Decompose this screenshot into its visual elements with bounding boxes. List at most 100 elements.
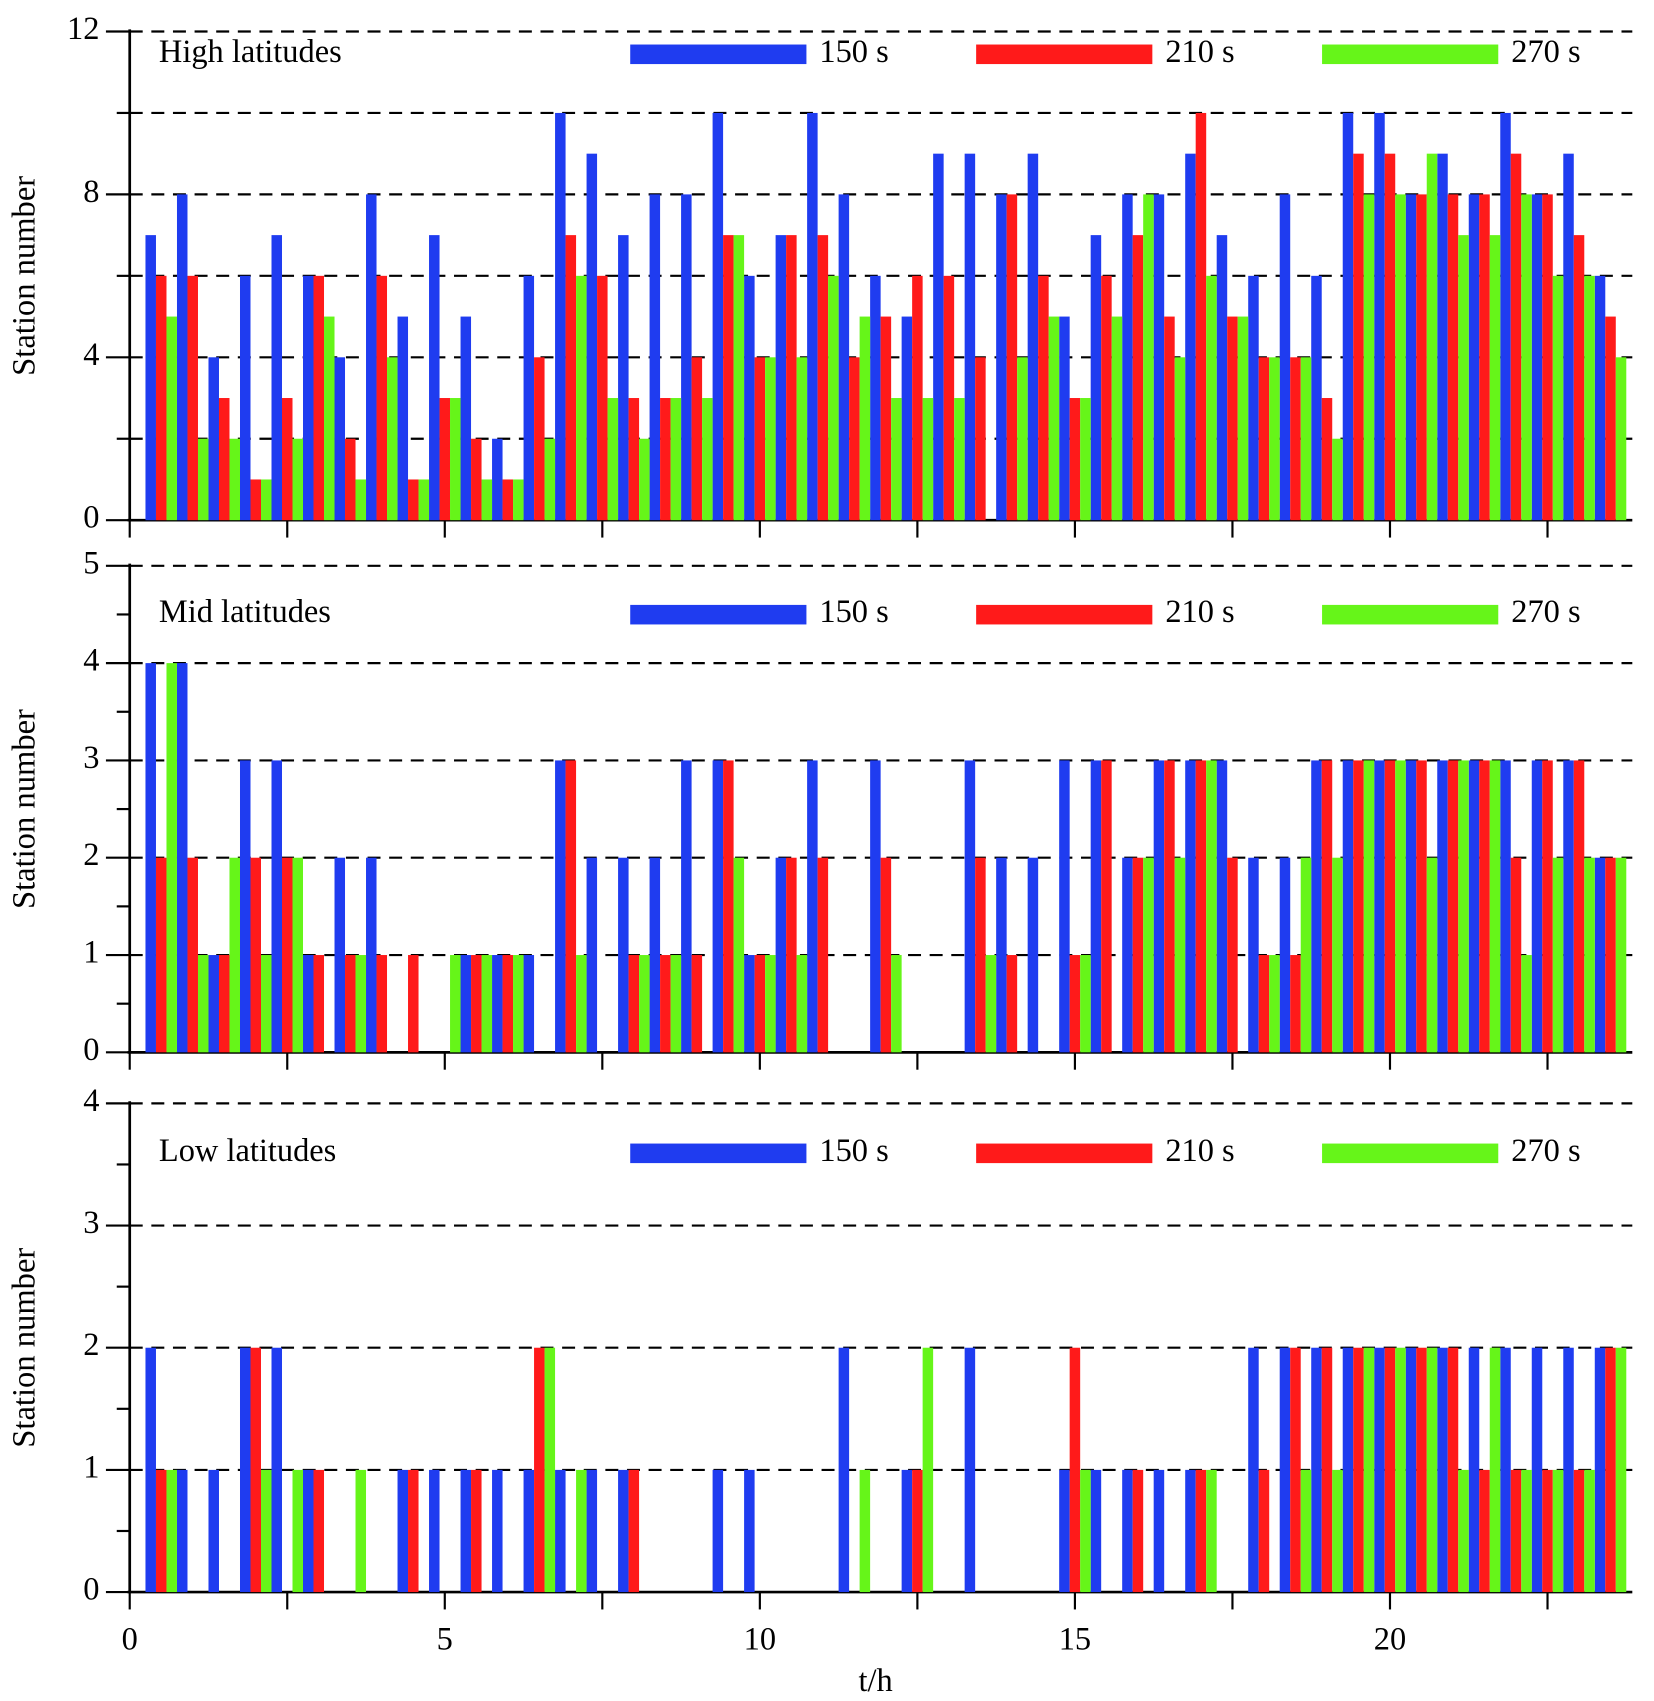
bar xyxy=(1101,275,1112,521)
bar xyxy=(744,955,755,1053)
bar xyxy=(176,194,188,521)
bar xyxy=(1531,760,1543,1053)
bar xyxy=(544,1347,556,1593)
bar xyxy=(838,194,850,521)
bar xyxy=(1174,357,1186,521)
bar xyxy=(712,112,724,521)
bar xyxy=(1542,1469,1553,1593)
bar xyxy=(1416,760,1427,1053)
bar xyxy=(1038,275,1049,521)
legend-label: 150 s xyxy=(819,34,888,70)
bar xyxy=(712,1469,724,1593)
x-tick-label: 5 xyxy=(437,1621,453,1657)
bar xyxy=(1090,1469,1102,1593)
bar xyxy=(187,275,198,521)
bar xyxy=(208,357,219,521)
y-tick-label: 3 xyxy=(83,1205,99,1241)
bar xyxy=(1510,1469,1522,1593)
bar xyxy=(1521,955,1532,1053)
bar xyxy=(239,760,251,1053)
bar xyxy=(975,857,986,1053)
bar xyxy=(1489,235,1501,521)
panel-title: High latitudes xyxy=(159,34,342,70)
bar xyxy=(660,398,671,521)
y-tick-label: 2 xyxy=(83,837,99,873)
bar xyxy=(513,955,524,1053)
bar xyxy=(1332,438,1343,521)
bar xyxy=(1426,1347,1438,1593)
bar xyxy=(1311,1347,1322,1593)
bar xyxy=(260,1469,272,1593)
bar xyxy=(849,357,860,521)
bar xyxy=(366,194,377,521)
bar xyxy=(1594,857,1606,1053)
bar xyxy=(576,955,587,1053)
legend-label: 150 s xyxy=(819,1133,888,1169)
bar xyxy=(723,235,734,521)
bar xyxy=(197,438,209,521)
bar xyxy=(1384,1347,1396,1593)
bar xyxy=(786,235,797,521)
bar xyxy=(303,275,314,521)
bar xyxy=(1552,275,1564,521)
bar xyxy=(355,1469,367,1593)
bar xyxy=(618,1469,629,1593)
bar xyxy=(786,857,797,1053)
bar xyxy=(1248,275,1259,521)
bar xyxy=(166,663,177,1053)
y-axis-label: Station number xyxy=(7,1248,43,1448)
bar xyxy=(1279,857,1291,1053)
bar xyxy=(1416,194,1427,521)
bar xyxy=(387,357,398,521)
bar xyxy=(250,857,261,1053)
y-tick-label: 3 xyxy=(83,740,99,776)
panel-title: Low latitudes xyxy=(159,1133,336,1169)
bar xyxy=(1195,760,1207,1053)
bar xyxy=(1489,1347,1501,1593)
bar xyxy=(1258,1469,1270,1593)
bar xyxy=(870,275,881,521)
legend-swatch xyxy=(976,44,1153,65)
bar xyxy=(324,316,335,521)
bar xyxy=(691,357,703,521)
bar xyxy=(964,1347,976,1593)
bar xyxy=(1195,1469,1207,1593)
bar xyxy=(271,235,283,521)
bar xyxy=(229,438,240,521)
bar xyxy=(555,112,566,521)
legend-swatch xyxy=(630,44,807,65)
bar xyxy=(1342,1347,1354,1593)
bar xyxy=(1290,1347,1301,1593)
bar xyxy=(1489,760,1501,1053)
bar xyxy=(176,1469,188,1593)
bar xyxy=(534,1347,545,1593)
bar xyxy=(429,1469,440,1593)
bar xyxy=(891,398,902,521)
legend-label: 270 s xyxy=(1511,34,1580,70)
bar xyxy=(975,357,986,521)
bar xyxy=(1510,857,1522,1053)
bar xyxy=(1395,760,1406,1053)
bar xyxy=(1059,760,1070,1053)
bar xyxy=(1468,194,1480,521)
bar xyxy=(397,1469,409,1593)
bar xyxy=(1374,760,1385,1053)
bar xyxy=(1332,857,1343,1053)
bar xyxy=(1311,275,1322,521)
bar xyxy=(1384,760,1396,1053)
y-tick-label: 12 xyxy=(67,11,99,47)
bar xyxy=(155,275,167,521)
bar xyxy=(1437,153,1448,521)
bar xyxy=(1279,194,1291,521)
bar xyxy=(1132,235,1144,521)
bar xyxy=(1153,194,1165,521)
bar xyxy=(1563,1347,1574,1593)
bar xyxy=(1405,194,1417,521)
bar xyxy=(408,1469,419,1593)
bar xyxy=(1353,760,1364,1053)
bar xyxy=(964,760,976,1053)
bar xyxy=(691,955,703,1053)
bar xyxy=(492,1469,503,1593)
y-tick-label: 8 xyxy=(83,174,99,210)
bar xyxy=(681,760,692,1053)
